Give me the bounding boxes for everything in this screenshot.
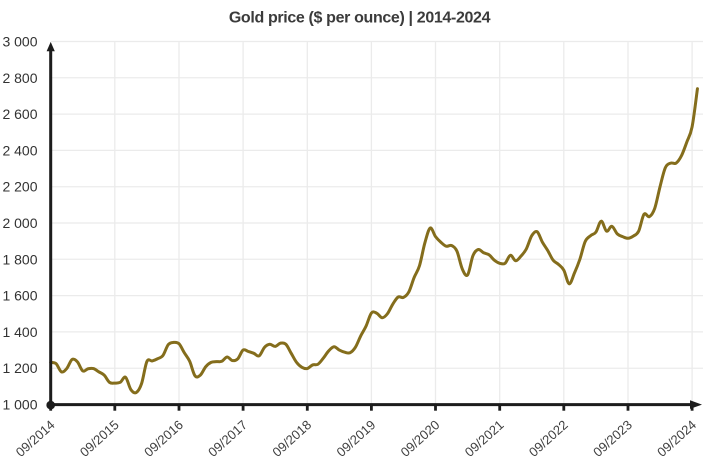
svg-text:2 400: 2 400 <box>2 142 37 158</box>
svg-text:2 000: 2 000 <box>2 215 37 231</box>
svg-text:2 200: 2 200 <box>2 179 37 195</box>
svg-text:2 800: 2 800 <box>2 70 37 86</box>
svg-text:1 400: 1 400 <box>2 324 37 340</box>
svg-text:1 000: 1 000 <box>2 397 37 413</box>
svg-text:1 200: 1 200 <box>2 360 37 376</box>
svg-text:1 600: 1 600 <box>2 288 37 304</box>
svg-text:Gold price ($ per ounce) | 201: Gold price ($ per ounce) | 2014-2024 <box>229 10 491 27</box>
svg-text:1 800: 1 800 <box>2 251 37 267</box>
svg-text:2 600: 2 600 <box>2 106 37 122</box>
svg-text:3 000: 3 000 <box>2 34 37 50</box>
